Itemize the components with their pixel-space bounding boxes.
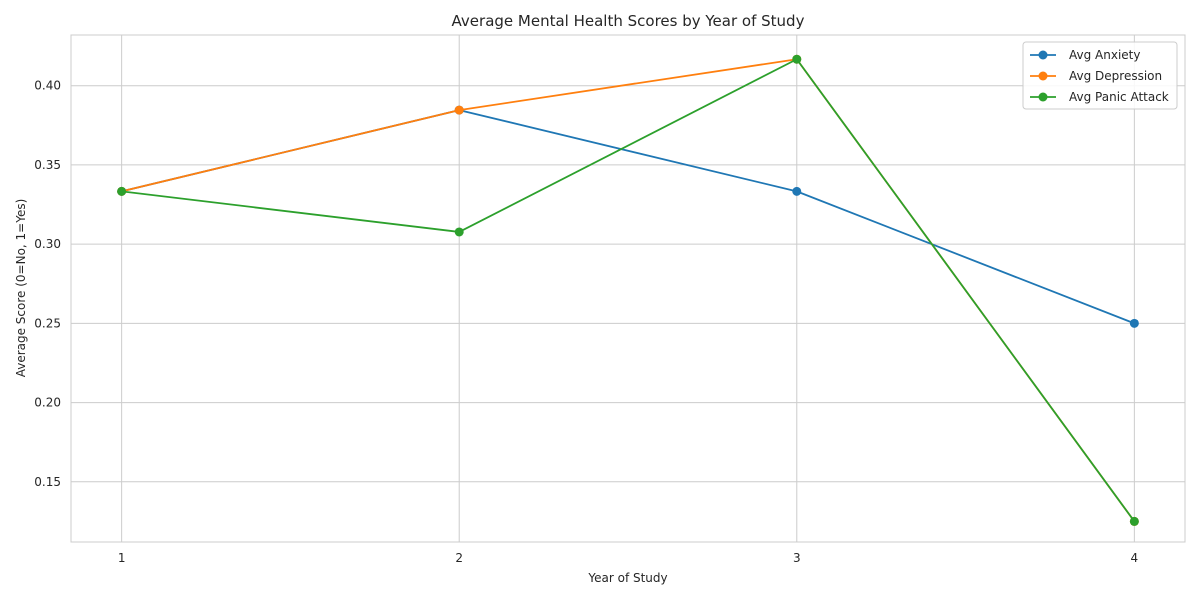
legend-label: Avg Panic Attack (1069, 90, 1169, 104)
grid-lines (71, 35, 1185, 542)
data-point (117, 186, 127, 196)
data-point (1129, 516, 1139, 526)
y-tick-labels: 0.15 0.20 0.25 0.30 0.35 0.40 (34, 79, 61, 489)
data-point (454, 105, 464, 115)
legend-marker (1038, 71, 1048, 81)
legend-label: Avg Anxiety (1069, 48, 1140, 62)
legend-item: Avg Anxiety (1030, 48, 1140, 62)
y-tick-label: 0.30 (34, 237, 61, 251)
y-tick-label: 0.20 (34, 396, 61, 410)
y-tick-label: 0.15 (34, 475, 61, 489)
y-tick-label: 0.25 (34, 316, 61, 330)
data-point (454, 227, 464, 237)
legend-item: Avg Panic Attack (1030, 90, 1169, 104)
x-tick-label: 4 (1131, 551, 1139, 565)
x-tick-label: 1 (118, 551, 126, 565)
legend: Avg Anxiety Avg Depression Avg Panic Attac… (1022, 41, 1178, 110)
x-tick-label: 3 (793, 551, 801, 565)
series-line (121, 58, 1136, 522)
x-tick-labels: 1 2 3 4 (118, 551, 1138, 565)
y-tick-label: 0.40 (34, 79, 61, 93)
data-point (1129, 318, 1139, 328)
legend-marker (1038, 50, 1048, 60)
y-tick-label: 0.35 (34, 158, 61, 172)
plot-area (70, 34, 1186, 543)
series-lines (117, 54, 1139, 526)
data-point (792, 54, 802, 64)
legend-label: Avg Depression (1069, 69, 1162, 83)
chart-title: Average Mental Health Scores by Year of … (452, 12, 805, 30)
x-axis-label: Year of Study (587, 571, 667, 585)
data-point (792, 186, 802, 196)
legend-marker (1038, 92, 1048, 102)
series-2 (117, 54, 1139, 526)
y-axis-label: Average Score (0=No, 1=Yes) (14, 199, 28, 378)
legend-frame (1022, 41, 1178, 110)
legend-item: Avg Depression (1030, 69, 1162, 83)
x-tick-label: 2 (455, 551, 463, 565)
